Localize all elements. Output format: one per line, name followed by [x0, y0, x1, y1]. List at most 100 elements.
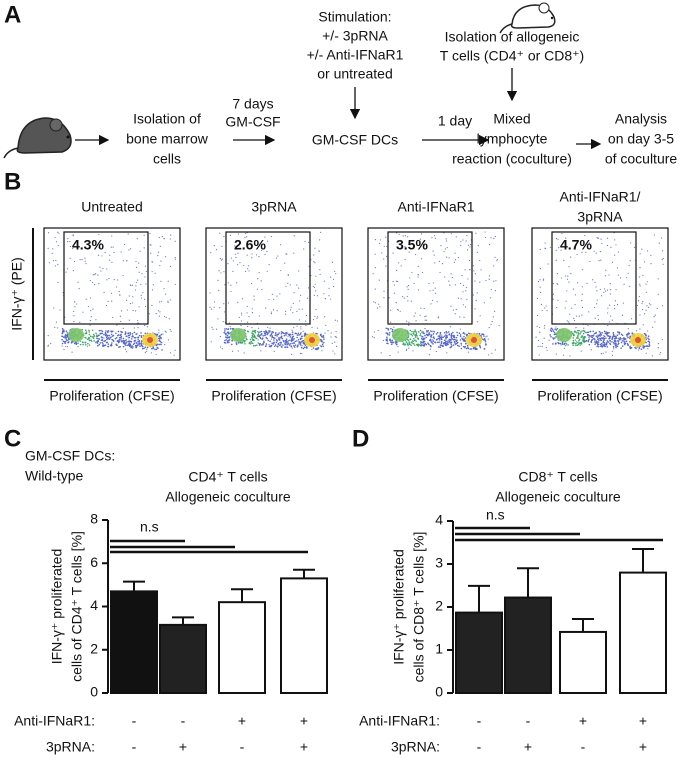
event-dot [138, 343, 140, 346]
event-dot [415, 332, 418, 335]
event-dot [600, 238, 602, 240]
event-dot [485, 344, 487, 346]
gate [63, 231, 149, 325]
event-dot [161, 349, 163, 351]
event-dot [251, 342, 253, 344]
event-dot [405, 349, 408, 351]
event-dot [662, 263, 664, 265]
event-dot [127, 332, 130, 334]
event-dot [298, 308, 300, 310]
event-dot [493, 265, 495, 267]
event-dot [594, 343, 596, 346]
event-dot [567, 275, 569, 277]
event-dot [579, 344, 581, 346]
event-dot [158, 315, 160, 317]
event-dot [582, 336, 584, 339]
event-dot [376, 307, 379, 309]
event-dot [316, 295, 319, 297]
event-dot [47, 344, 49, 346]
event-dot [61, 332, 64, 335]
event-dot [159, 336, 162, 338]
event-dot [289, 334, 292, 336]
event-dot [142, 292, 144, 294]
event-dot [408, 251, 410, 253]
event-dot [582, 338, 584, 340]
event-dot [551, 328, 554, 331]
event-dot [433, 254, 435, 256]
event-dot [137, 338, 139, 340]
event-dot [407, 288, 409, 290]
event-dot [234, 253, 236, 255]
event-dot [573, 334, 575, 337]
event-dot [287, 282, 289, 284]
event-dot [494, 349, 496, 351]
event-dot [618, 338, 621, 341]
event-dot [601, 242, 603, 245]
event-dot [115, 332, 117, 335]
event-dot [647, 340, 650, 343]
event-dot [446, 341, 449, 343]
event-dot [498, 325, 500, 327]
event-dot [223, 303, 225, 305]
event-dot [249, 338, 252, 341]
event-dot [633, 246, 636, 249]
event-dot [599, 251, 601, 253]
event-dot [374, 288, 376, 290]
event-dot [596, 345, 598, 348]
event-dot [622, 338, 624, 340]
event-dot [144, 305, 147, 308]
event-dot [443, 331, 446, 334]
event-dot [608, 321, 610, 323]
event-dot [638, 349, 640, 351]
event-dot [114, 337, 117, 340]
event-dot [262, 334, 264, 337]
event-dot [457, 297, 460, 299]
event-dot [108, 334, 111, 337]
event-dot [101, 339, 104, 341]
event-dot [389, 354, 391, 357]
event-dot [120, 320, 122, 323]
event-dot [128, 319, 130, 321]
event-dot [568, 321, 570, 323]
event-dot [100, 242, 102, 244]
event-dot [403, 344, 406, 346]
event-dot [219, 257, 221, 260]
event-dot [165, 293, 167, 295]
event-dot [616, 303, 619, 306]
event-dot [312, 318, 315, 321]
event-dot [408, 343, 411, 346]
event-dot [617, 340, 620, 342]
event-dot [299, 343, 301, 345]
event-dot [438, 260, 440, 263]
event-dot [620, 341, 623, 344]
event-dot [108, 259, 111, 261]
event-dot [395, 280, 397, 282]
density-spot [230, 328, 246, 342]
event-dot [432, 339, 434, 341]
event-dot [106, 341, 109, 344]
event-dot [595, 332, 597, 335]
event-dot [427, 342, 429, 345]
event-dot [430, 341, 433, 343]
event-dot [395, 343, 398, 346]
mouse-dark [3, 117, 72, 159]
event-dot [593, 306, 596, 309]
event-dot [577, 333, 580, 335]
event-dot [440, 342, 443, 345]
event-dot [270, 344, 273, 347]
event-dot [443, 335, 446, 337]
event-dot [250, 340, 253, 343]
event-dot [297, 287, 300, 289]
event-dot [293, 235, 295, 237]
event-dot [264, 332, 266, 335]
plot-title: 3pRNA [577, 209, 623, 225]
event-dot [447, 340, 449, 342]
event-dot [227, 282, 229, 284]
event-dot [125, 299, 128, 302]
event-dot [539, 279, 541, 281]
event-dot [284, 310, 287, 312]
event-dot [100, 329, 102, 332]
bar [619, 571, 667, 694]
event-dot [639, 283, 641, 285]
event-dot [129, 303, 132, 305]
